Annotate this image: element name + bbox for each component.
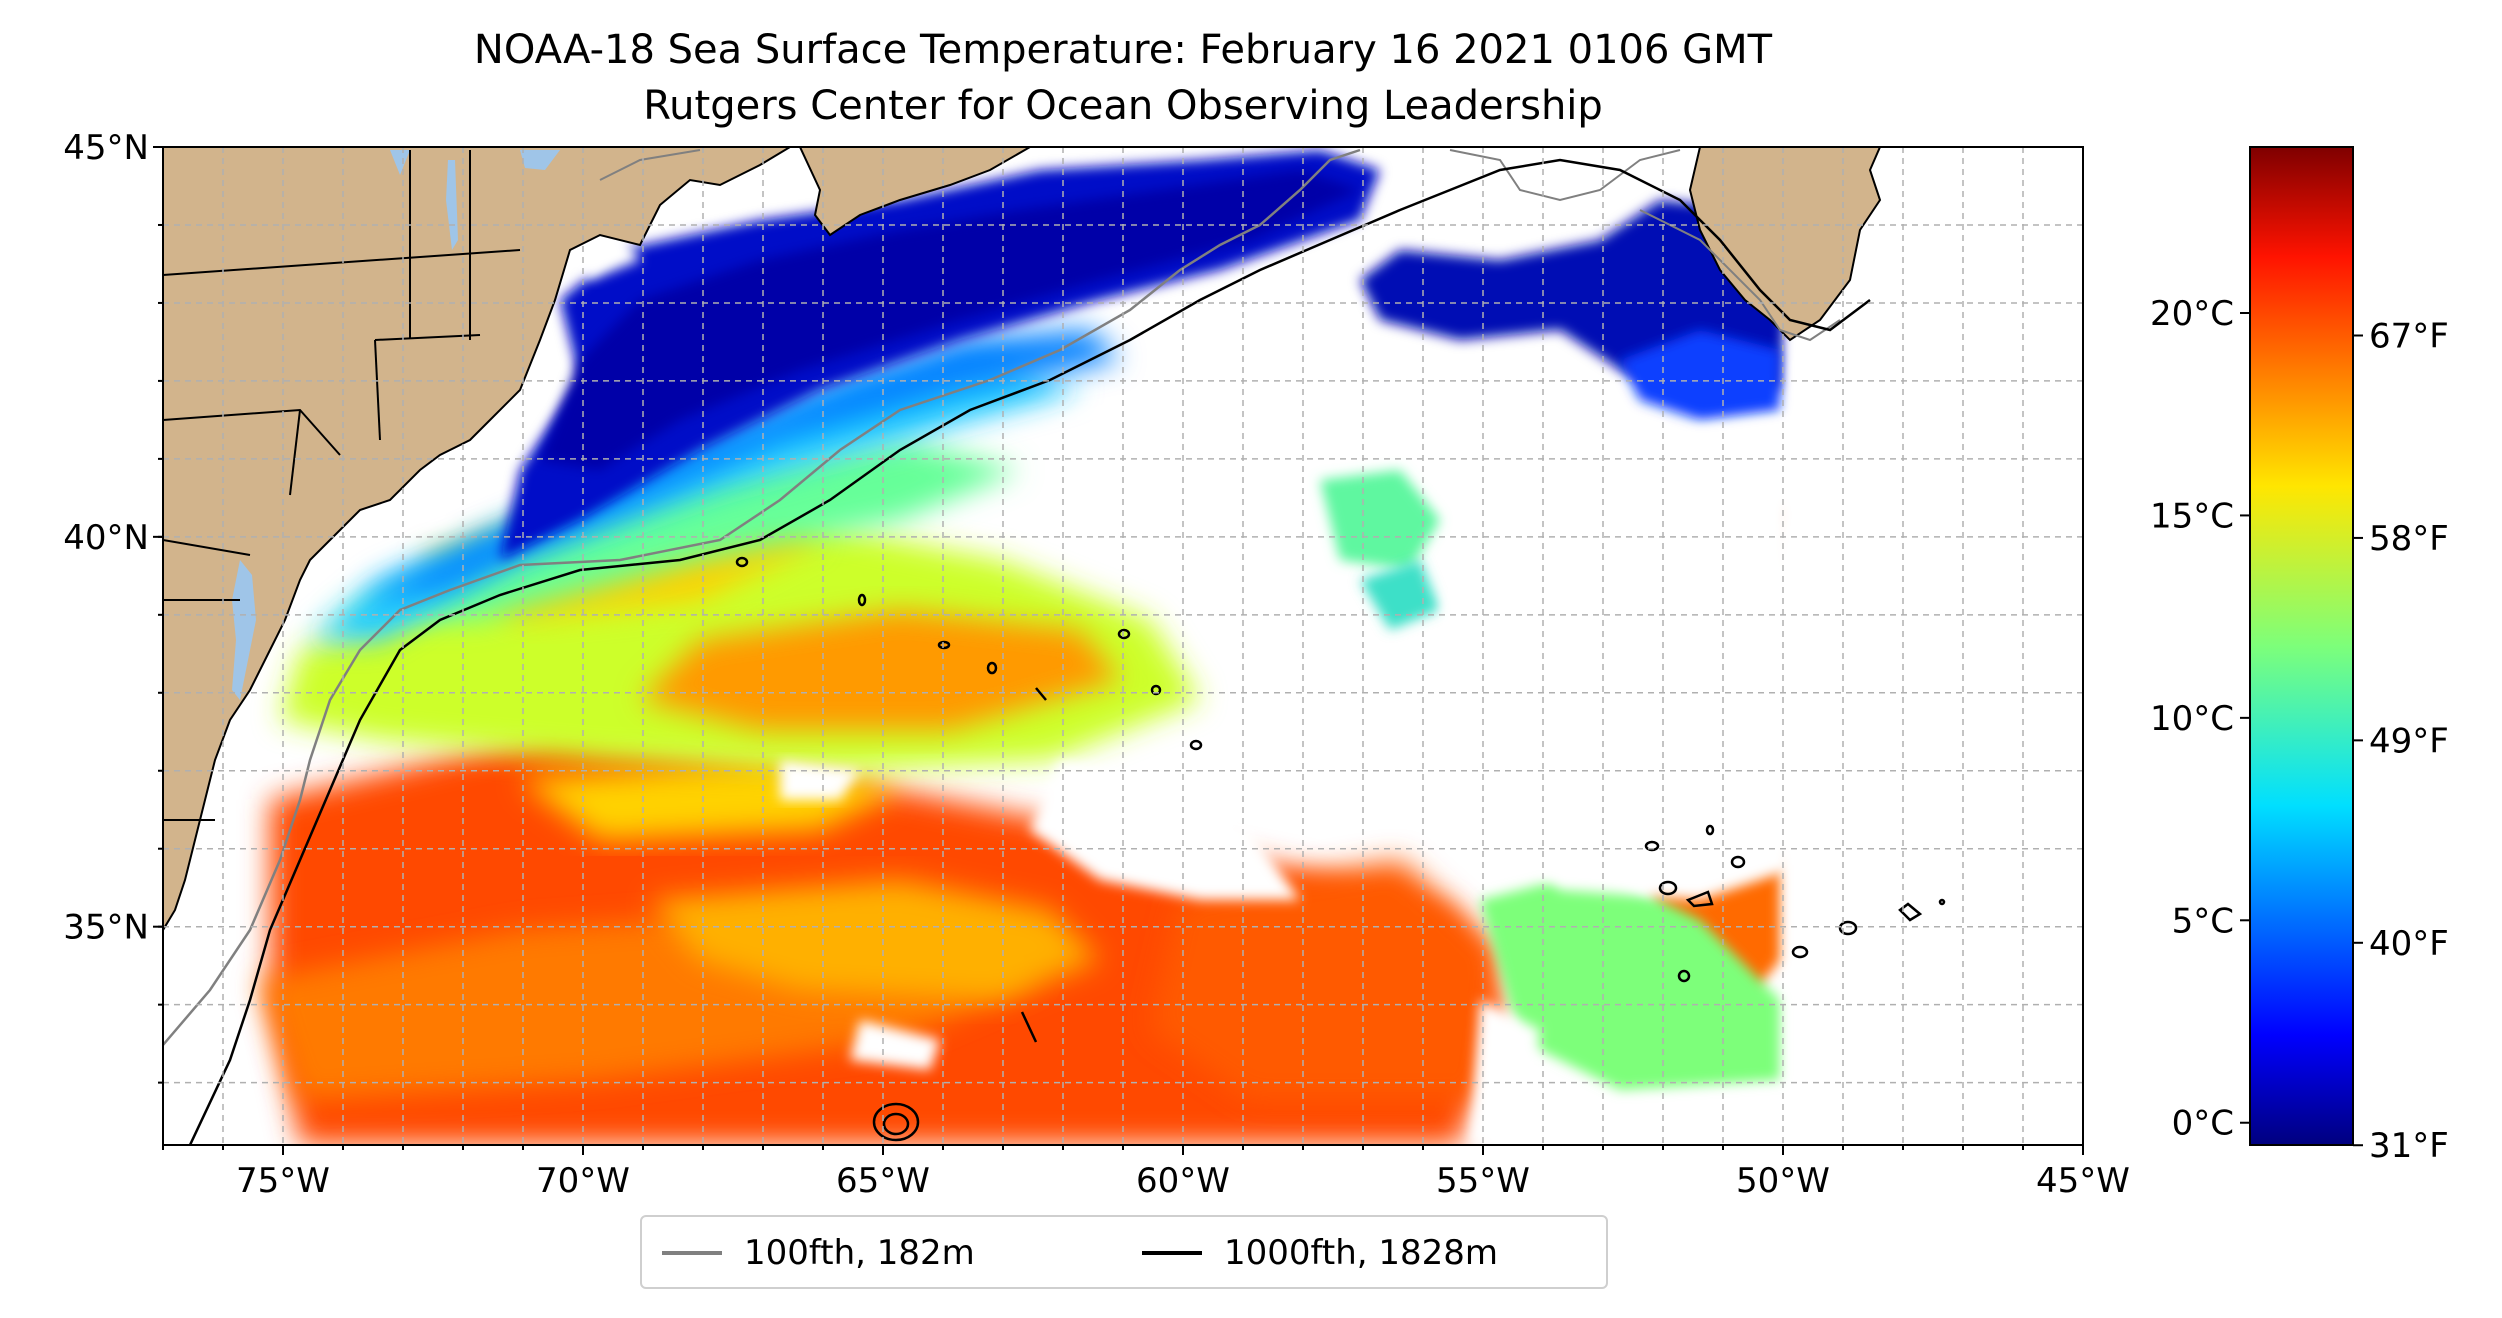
land-newfoundland — [1688, 147, 1882, 342]
fahrenheit-tick-label: 31°F — [2369, 1126, 2449, 1166]
celsius-tick-label: 10°C — [2150, 699, 2234, 739]
isobath-legend: 100fth, 182m 1000fth, 1828m — [640, 1215, 1608, 1289]
legend-label: 1000fth, 1828m — [1224, 1233, 1499, 1273]
seamount-contours — [735, 556, 1946, 1142]
legend-swatch — [1142, 1251, 1202, 1255]
celsius-tick-label: 15°C — [2150, 496, 2234, 536]
lon-tick-label: 60°W — [1136, 1161, 1230, 1201]
fahrenheit-tick-label: 58°F — [2369, 519, 2449, 559]
chart-title: NOAA-18 Sea Surface Temperature: Februar… — [473, 27, 1773, 73]
colorbar-celsius-axis: 0°C 5°C 10°C 15°C 20°C — [2150, 294, 2250, 1144]
legend-swatch — [662, 1251, 722, 1255]
fahrenheit-tick-label: 49°F — [2369, 721, 2449, 761]
isobath-100fth — [599, 149, 1841, 342]
isobath-1000fth — [188, 158, 1871, 1145]
legend-item-1000fth: 1000fth, 1828m — [1142, 1233, 1498, 1273]
lake-patch — [390, 150, 410, 175]
lake-champlain — [446, 160, 458, 250]
lon-tick-label: 75°W — [236, 1161, 330, 1201]
celsius-tick-label: 0°C — [2172, 1104, 2234, 1144]
lon-tick-label: 65°W — [836, 1161, 930, 1201]
lon-tick-label: 45°W — [2036, 1161, 2130, 1201]
lake-patch — [520, 150, 560, 170]
colorbar — [2249, 146, 2354, 1146]
chart-subtitle: Rutgers Center for Ocean Observing Leade… — [643, 83, 1603, 129]
lon-tick-label: 50°W — [1736, 1161, 1830, 1201]
fahrenheit-tick-label: 67°F — [2369, 316, 2449, 356]
fahrenheit-tick-label: 40°F — [2369, 924, 2449, 964]
celsius-tick-label: 20°C — [2150, 294, 2234, 334]
land-nova-scotia — [798, 147, 1033, 237]
celsius-tick-label: 5°C — [2172, 901, 2234, 941]
longitude-axis: 75°W 70°W 65°W 60°W 55°W 50°W 45°W — [162, 1145, 2130, 1201]
isobath-100fth — [163, 148, 1361, 1046]
sst-field — [260, 150, 2083, 1145]
lat-tick-label: 35°N — [63, 908, 149, 948]
lat-tick-label: 40°N — [63, 518, 149, 558]
lat-tick-label: 45°N — [63, 128, 149, 168]
land-north-america — [163, 147, 792, 932]
map-gridlines — [163, 147, 2083, 1145]
legend-label: 100fth, 182m — [744, 1233, 975, 1273]
latitude-axis: 35°N 40°N 45°N — [63, 128, 163, 1084]
chesapeake-bay — [232, 560, 256, 700]
legend-item-100fth: 100fth, 182m — [662, 1233, 975, 1273]
colorbar-fahrenheit-axis: 31°F 40°F 49°F 58°F 67°F — [2353, 316, 2449, 1166]
lon-tick-label: 70°W — [536, 1161, 630, 1201]
lon-tick-label: 55°W — [1436, 1161, 1530, 1201]
